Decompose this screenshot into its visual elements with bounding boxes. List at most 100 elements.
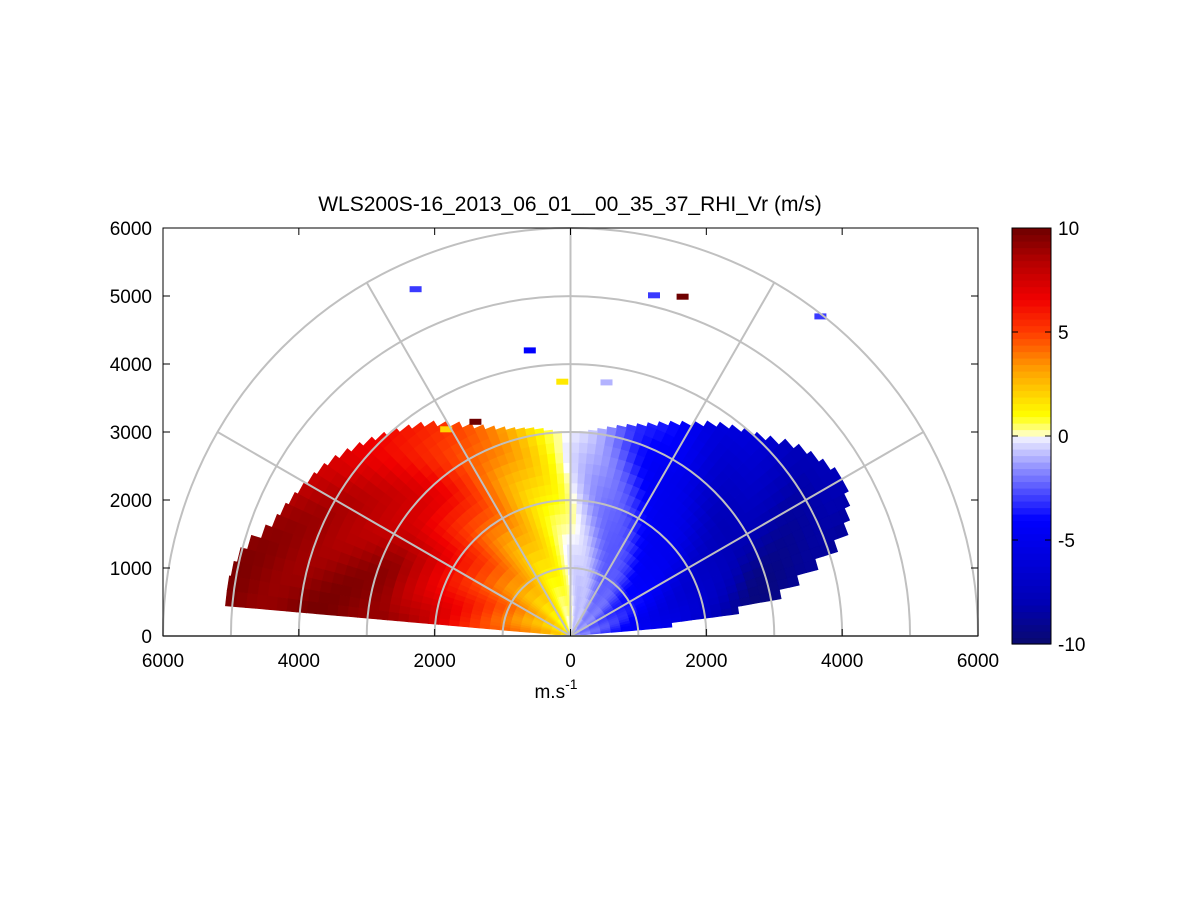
isolated-velocity-cell [814, 313, 827, 320]
velocity-cell [555, 472, 565, 484]
colorbar-segment [1012, 319, 1051, 327]
velocity-cell [575, 503, 583, 515]
velocity-cell [255, 594, 268, 610]
colorbar-segment [1012, 585, 1051, 593]
velocity-cell [407, 614, 420, 624]
y-tick-label: 2000 [110, 491, 152, 512]
velocity-cell [316, 602, 329, 616]
velocity-cell [716, 421, 730, 435]
axis-ticks [162, 227, 979, 637]
colorbar-segment [1012, 273, 1051, 281]
colorbar-segment [1012, 572, 1051, 580]
isolated-velocity-cell [556, 378, 569, 385]
velocity-cell [616, 424, 627, 430]
x-tick-label: 6000 [957, 651, 999, 672]
colorbar-segment [1012, 520, 1051, 528]
x-tick-label: 0 [565, 651, 576, 672]
velocity-cell [285, 598, 299, 613]
velocity-cell [235, 591, 248, 608]
colorbar-segment [1012, 429, 1051, 437]
x-tick-label: 2000 [685, 651, 727, 672]
colorbar-gradient [1012, 228, 1051, 645]
velocity-cell [563, 472, 571, 484]
velocity-cell [581, 493, 590, 505]
velocity-cell [804, 450, 820, 467]
colorbar-segment [1012, 481, 1051, 489]
y-tick-label: 5000 [110, 287, 152, 308]
velocity-cell [578, 431, 589, 444]
velocity-cell [307, 589, 321, 604]
velocity-cell [570, 482, 578, 494]
velocity-cell [556, 482, 565, 495]
isolated-velocity-cell [676, 293, 689, 300]
colorbar-tick-label: 10 [1058, 219, 1079, 240]
colorbar-segment [1012, 267, 1051, 275]
colorbar-segment [1012, 403, 1051, 411]
colorbar-segment [1012, 436, 1051, 444]
colorbar-segment [1012, 260, 1051, 268]
isolated-velocity-cell [440, 426, 453, 433]
plot-area [162, 227, 979, 637]
velocity-cell [731, 424, 742, 434]
colorbar-segment [1012, 624, 1051, 632]
colorbar-segment [1012, 553, 1051, 561]
colorbar-segment [1012, 514, 1051, 522]
colorbar-segment [1012, 533, 1051, 541]
velocity-cell [576, 472, 586, 484]
velocity-cell [585, 452, 595, 465]
velocity-cell [553, 442, 563, 454]
colorbar-segment [1012, 488, 1051, 496]
colorbar-segment [1012, 332, 1051, 340]
velocity-cell [575, 513, 582, 525]
colorbar-segment [1012, 462, 1051, 470]
colorbar-segment [1012, 371, 1051, 379]
velocity-cell [347, 596, 361, 609]
colorbar-segment [1012, 390, 1051, 398]
velocity-cell [561, 431, 571, 443]
velocity-cell [554, 452, 564, 464]
velocity-cell [570, 472, 578, 484]
velocity-cell [796, 443, 808, 457]
velocity-cell [701, 420, 718, 436]
velocity-cell [780, 438, 795, 453]
velocity-cell [397, 613, 410, 623]
velocity-cell [327, 593, 341, 606]
velocity-cell [625, 423, 637, 433]
x-tick-label: 4000 [821, 651, 863, 672]
colorbar-segment [1012, 455, 1051, 463]
x-tick-label: 6000 [142, 651, 184, 672]
velocity-cell [417, 615, 430, 624]
velocity-cell [582, 483, 591, 495]
colorbar-segment [1012, 338, 1051, 346]
colorbar-segment [1012, 598, 1051, 606]
velocity-cell [577, 452, 587, 464]
velocity-cell [576, 482, 585, 495]
velocity-cell [820, 458, 831, 473]
velocity-cell [584, 462, 594, 475]
velocity-cell [563, 482, 571, 494]
velocity-cell [562, 452, 571, 464]
elevation-spoke [365, 282, 572, 637]
isolated-velocity-cell [600, 379, 613, 386]
colorbar-segment [1012, 592, 1051, 600]
y-tick-labels: 0 1000 2000 3000 4000 5000 6000 [110, 219, 152, 648]
velocity-cell [336, 605, 349, 617]
colorbar-segment [1012, 494, 1051, 502]
elevation-spoke [569, 431, 924, 637]
colorbar-segment [1012, 559, 1051, 567]
colorbar-segment [1012, 397, 1051, 405]
velocity-cell [570, 441, 580, 453]
velocity-cell [296, 599, 309, 614]
colorbar-segment [1012, 364, 1051, 372]
velocity-cell [225, 590, 238, 608]
elevation-spoke [217, 431, 572, 637]
velocity-cell [570, 431, 580, 443]
velocity-cell [438, 618, 450, 626]
colorbar-segment [1012, 234, 1051, 242]
velocity-cell [317, 591, 331, 605]
colorbar-segment [1012, 475, 1051, 483]
colorbar-segment [1012, 299, 1051, 307]
x-tick-labels: 6000 4000 2000 0 2000 4000 6000 [142, 651, 999, 672]
colorbar-segment [1012, 416, 1051, 424]
